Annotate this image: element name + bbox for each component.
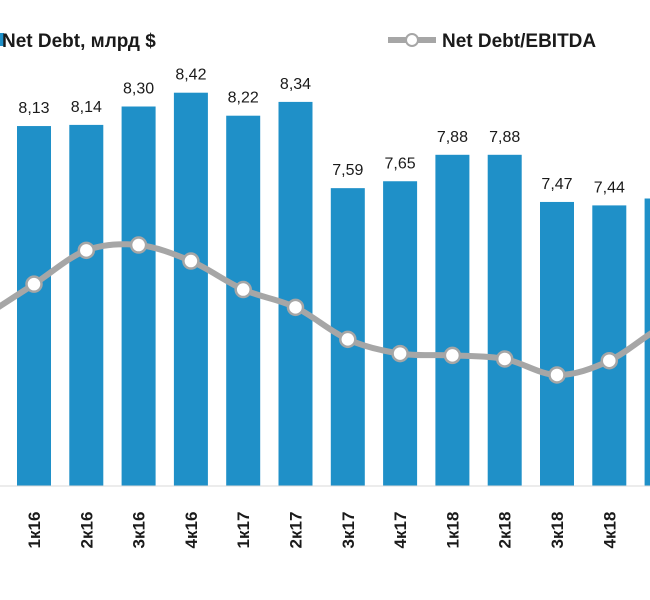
line-point-8 — [443, 346, 462, 365]
line-point-11 — [600, 351, 619, 370]
bar-series — [17, 92, 650, 487]
line-point-4 — [234, 280, 252, 299]
bar-10 — [540, 201, 574, 486]
legend: Net Debt, млрд $ Net Debt/EBITDA — [0, 31, 596, 52]
bar-label-8: 7,88 — [437, 129, 468, 146]
bar-label-2: 8,30 — [123, 81, 154, 98]
line-point-5 — [286, 298, 305, 317]
bar-label-11: 7,44 — [594, 179, 625, 196]
x-axis-ticks: 1к16 2к16 3к16 4к16 1к17 2к17 3к17 4к17 1к18 2к18… — [25, 512, 619, 549]
line-point-9 — [495, 350, 514, 368]
legend-line-marker — [405, 33, 419, 47]
bar-label-3: 8,42 — [175, 67, 206, 84]
bar-1 — [69, 124, 104, 487]
x-tick-5: 2к17 — [287, 512, 306, 549]
line-point-6 — [339, 330, 357, 349]
bar-label-10: 7,47 — [541, 176, 572, 193]
bar-2 — [121, 106, 156, 486]
line-point-1 — [77, 241, 96, 260]
line-point-2 — [129, 236, 148, 254]
line-series — [0, 236, 650, 384]
bar-3 — [173, 92, 208, 486]
bar-9 — [487, 154, 522, 487]
line-point-0 — [25, 275, 43, 293]
x-tick-6: 3к17 — [339, 512, 358, 549]
x-tick-10: 3к18 — [548, 512, 567, 549]
bar-5 — [278, 101, 313, 487]
x-tick-4: 1к17 — [234, 512, 253, 549]
x-tick-7: 4к17 — [391, 512, 410, 549]
bar-label-0: 8,13 — [18, 100, 49, 117]
bar-label-9: 7,88 — [489, 129, 520, 146]
bar-label-6: 7,59 — [332, 162, 363, 179]
bar-label-5: 8,34 — [280, 76, 311, 93]
bar-label-7: 7,65 — [385, 155, 416, 172]
bar-data-labels: 8,13 8,14 8,30 8,42 8,22 8,34 7,59 7,65 7,88 7,88… — [18, 67, 625, 197]
bar-8 — [435, 154, 470, 487]
x-tick-9: 2к18 — [496, 512, 515, 549]
legend-bar-swatch — [0, 33, 4, 46]
x-tick-3: 4к16 — [182, 512, 201, 549]
x-tick-2: 3к16 — [130, 512, 149, 549]
bar-11 — [592, 205, 627, 486]
x-tick-1: 2к16 — [77, 512, 96, 549]
x-tick-0: 1к16 — [25, 512, 44, 549]
bar-7 — [383, 181, 418, 486]
line-point-7 — [391, 344, 409, 363]
bar-label-1: 8,14 — [71, 99, 102, 116]
line-point-10 — [548, 366, 566, 384]
bar-12 — [644, 198, 650, 486]
legend-line-label: Net Debt/EBITDA — [442, 31, 596, 52]
x-tick-11: 4к18 — [600, 512, 619, 549]
line-point-3 — [182, 252, 200, 270]
bar-4 — [226, 115, 261, 486]
x-tick-8: 1к18 — [443, 512, 462, 549]
legend-bar-label: Net Debt, млрд $ — [2, 31, 156, 52]
bar-0 — [17, 126, 51, 487]
bar-label-4: 8,22 — [228, 90, 259, 107]
